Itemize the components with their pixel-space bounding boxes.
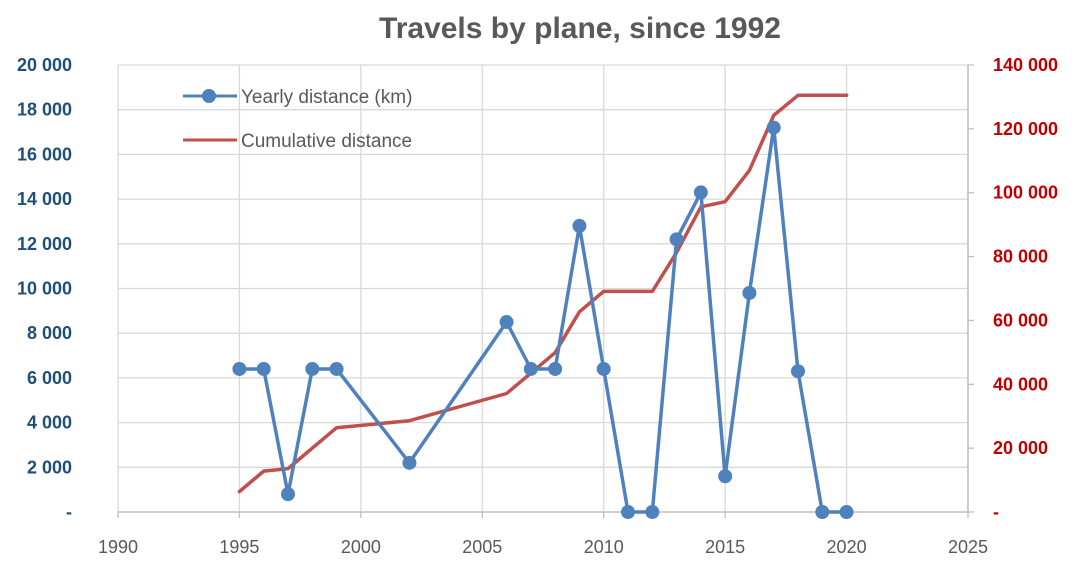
data-point-yearly bbox=[402, 455, 417, 470]
left-axis-tick-label: 2 000 bbox=[27, 457, 72, 477]
data-point-yearly bbox=[523, 361, 538, 376]
data-point-yearly bbox=[232, 361, 247, 376]
right-axis-tick-label: 80 000 bbox=[993, 247, 1048, 267]
data-point-yearly bbox=[839, 505, 854, 519]
data-point-yearly bbox=[499, 315, 514, 330]
right-axis-tick-label: 120 000 bbox=[993, 119, 1058, 139]
left-axis-tick-label: 4 000 bbox=[27, 413, 72, 433]
data-point-yearly bbox=[572, 218, 587, 233]
data-point-yearly bbox=[256, 361, 271, 376]
axes: - 2 000 4 000 6 000 8 000 10 000 12 000 14 000 1… bbox=[17, 55, 1058, 557]
left-axis-tick-label: 10 000 bbox=[17, 279, 72, 299]
data-point-yearly bbox=[766, 120, 781, 135]
x-axis-tick-label: 2010 bbox=[584, 537, 624, 557]
data-point-yearly bbox=[621, 505, 635, 519]
right-axis-tick-label: 60 000 bbox=[993, 310, 1048, 330]
data-point-yearly bbox=[281, 487, 295, 502]
data-point-yearly bbox=[596, 361, 611, 376]
left-axis-tick-label: 12 000 bbox=[17, 234, 72, 254]
data-point-yearly bbox=[548, 361, 563, 376]
left-axis-tick-label: 14 000 bbox=[17, 189, 72, 209]
right-axis-tick-label: 140 000 bbox=[993, 55, 1058, 75]
series-layer bbox=[232, 93, 854, 519]
series-line-cumulative bbox=[237, 93, 849, 494]
data-point-yearly bbox=[815, 505, 830, 519]
right-axis-tick-label: - bbox=[993, 502, 999, 522]
series-line-yearly bbox=[237, 125, 849, 514]
data-point-yearly bbox=[718, 469, 733, 484]
legend: Yearly distance (km) Cumulative distance bbox=[183, 87, 412, 152]
x-axis-tick-label: 1995 bbox=[219, 537, 259, 557]
chart-title: Travels by plane, since 1992 bbox=[379, 12, 781, 45]
left-axis-tick-label: 6 000 bbox=[27, 368, 72, 388]
data-point-yearly bbox=[645, 505, 660, 519]
data-point-yearly bbox=[329, 361, 344, 376]
x-axis-tick-label: 2015 bbox=[705, 537, 745, 557]
left-axis-tick-label: 8 000 bbox=[27, 323, 72, 343]
left-axis-tick-label: 18 000 bbox=[17, 100, 72, 120]
left-axis-tick-label: 20 000 bbox=[17, 55, 72, 75]
legend-label-yearly: Yearly distance (km) bbox=[241, 87, 412, 108]
x-axis-tick-label: 2025 bbox=[948, 537, 988, 557]
x-axis-tick-label: 2005 bbox=[462, 537, 502, 557]
right-axis-tick-label: 40 000 bbox=[993, 374, 1048, 394]
right-axis-tick-label: 20 000 bbox=[993, 438, 1048, 458]
right-axis-tick-label: 100 000 bbox=[993, 183, 1058, 203]
data-point-yearly bbox=[791, 364, 805, 379]
x-axis-tick-label: 2000 bbox=[341, 537, 381, 557]
left-axis-tick-label: 16 000 bbox=[17, 144, 72, 164]
x-axis-tick-label: 1990 bbox=[98, 537, 138, 557]
legend-label-cumulative: Cumulative distance bbox=[241, 131, 412, 152]
data-point-yearly bbox=[742, 285, 757, 300]
data-point-yearly bbox=[693, 185, 708, 200]
x-axis-tick-label: 2020 bbox=[827, 537, 867, 557]
data-point-yearly bbox=[669, 232, 684, 247]
data-point-yearly bbox=[305, 361, 320, 376]
left-axis-tick-label: - bbox=[66, 502, 72, 522]
legend-marker-yearly bbox=[202, 89, 216, 103]
